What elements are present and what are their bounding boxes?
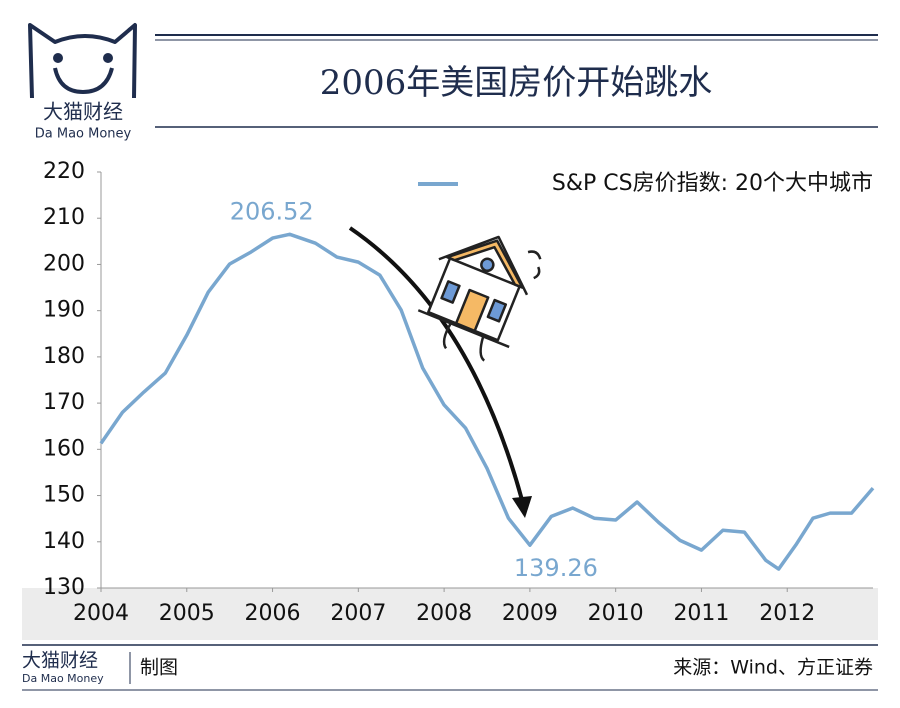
logo <box>28 23 137 99</box>
footer-source: 来源：Wind、方正证券 <box>673 657 873 679</box>
x-tick-label: 2005 <box>159 601 215 626</box>
brand-english: Da Mao Money <box>35 127 132 142</box>
y-tick-label: 220 <box>43 159 85 184</box>
line-series <box>99 232 875 571</box>
x-tick-label: 2006 <box>245 601 301 626</box>
x-tick-label: 2010 <box>588 601 644 626</box>
y-tick-label: 130 <box>43 575 85 600</box>
chart-title: 2006年美国房价开始跳水 <box>320 63 713 103</box>
x-tick-label: 2008 <box>416 601 472 626</box>
arrow <box>348 226 532 518</box>
y-tick-label: 180 <box>43 344 85 369</box>
y-tick-label: 140 <box>43 529 85 554</box>
axis-band <box>22 588 878 640</box>
y-tick-label: 160 <box>43 436 85 461</box>
footer-brand-english: Da Mao Money <box>22 672 104 685</box>
x-tick-label: 2007 <box>330 601 386 626</box>
x-tick-label: 2012 <box>759 601 815 626</box>
x-tick-label: 2004 <box>73 601 129 626</box>
data-label: 206.52 <box>230 197 314 225</box>
house-icon <box>417 235 542 362</box>
y-tick-label: 170 <box>43 390 85 415</box>
y-tick-label: 190 <box>43 298 85 323</box>
legend-label: S&P CS房价指数: 20个大中城市 <box>552 171 873 196</box>
x-tick-label: 2011 <box>673 601 729 626</box>
footer-credit: 制图 <box>140 657 178 679</box>
footer-brand: 大猫财经 <box>22 650 98 672</box>
y-tick-label: 150 <box>43 483 85 508</box>
y-tick-label: 200 <box>43 251 85 276</box>
data-label: 139.26 <box>514 554 598 582</box>
x-tick-label: 2009 <box>502 601 558 626</box>
y-tick-label: 210 <box>43 205 85 230</box>
brand-name: 大猫财经 <box>43 100 123 124</box>
